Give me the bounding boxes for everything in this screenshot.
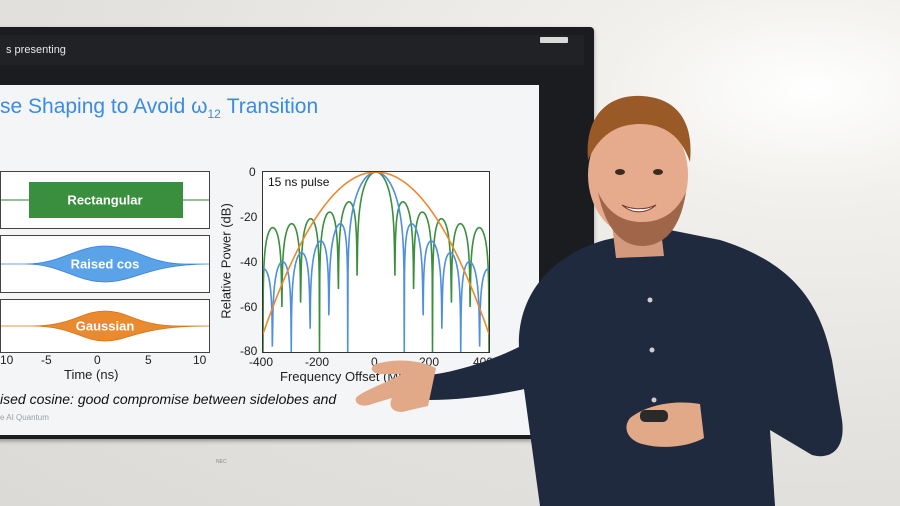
y-tick: -20 (240, 210, 258, 224)
left-eye (615, 169, 625, 175)
pulse-label: Raised cos (70, 256, 140, 272)
smile (621, 204, 657, 213)
y-tick: -80 (240, 344, 258, 358)
clicker-remote (640, 410, 668, 422)
pointing-arm (428, 330, 560, 400)
right-arm (698, 330, 787, 440)
hair (587, 95, 691, 162)
slide-caption: ised cosine: good compromise between sid… (0, 391, 337, 407)
y-tick: -40 (240, 255, 258, 269)
y-tick: -60 (240, 300, 258, 314)
slide-title: se Shaping to Avoid ω12 Transition (0, 95, 319, 122)
gaussian-spectrum (263, 172, 489, 335)
bar-control (540, 37, 568, 43)
spectrum-curves (263, 172, 489, 352)
raised-cos-pulse-panel: Raised cos (0, 235, 210, 293)
shirt-button (649, 347, 655, 353)
presenting-status: s presenting (6, 44, 66, 56)
y-tick: 0 (249, 165, 256, 179)
time-tick: 10 (0, 353, 14, 367)
time-tick: 0 (94, 353, 101, 367)
rectangular-spectrum (263, 172, 489, 352)
x-tick: -200 (305, 355, 330, 369)
time-tick: 10 (193, 353, 207, 367)
time-tick: 5 (145, 353, 152, 367)
spectrum-plot: 15 ns pulse (262, 171, 490, 353)
presentation-bar: s presenting (0, 35, 584, 65)
x-tick: 0 (371, 355, 378, 369)
shirt-button (647, 297, 653, 303)
shirt-button (651, 397, 657, 403)
face (588, 113, 688, 237)
plot-note: 15 ns pulse (268, 175, 330, 189)
right-eye (653, 169, 663, 175)
slide-footer: e AI Quantum (0, 413, 49, 422)
time-axis-label: Time (ns) (64, 367, 119, 382)
beard (598, 192, 686, 246)
gaussian-pulse-panel: Gaussian (0, 299, 210, 353)
x-tick: -400 (249, 355, 274, 369)
time-tick: -5 (41, 353, 52, 367)
rectangular-pulse-panel: Rectangular (0, 171, 210, 229)
monitor-brand-logo: NEC (216, 459, 227, 465)
pulse-label: Gaussian (75, 318, 135, 334)
rectangular-pulse-shape (1, 182, 209, 218)
pulse-label: Rectangular (67, 192, 143, 208)
raised-cos-spectrum (263, 172, 489, 352)
pointing-hand (355, 360, 436, 412)
shirt (518, 228, 843, 506)
